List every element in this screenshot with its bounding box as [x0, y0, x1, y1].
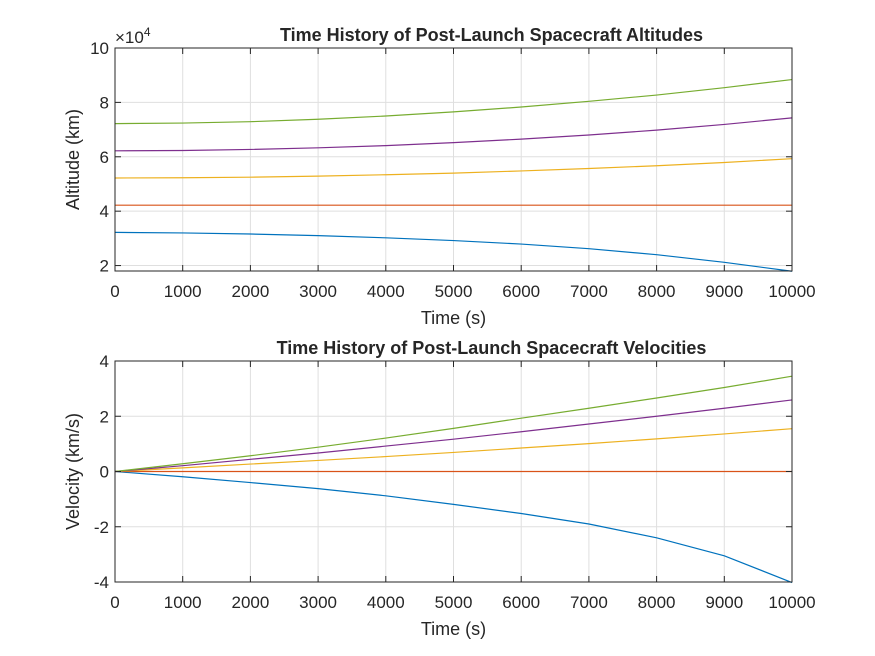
- velocity-series-line-5: [114, 375, 793, 473]
- x-tick-label: 6000: [502, 282, 540, 301]
- altitude-series-line-1: [114, 231, 793, 272]
- x-tick-label: 10000: [768, 282, 815, 301]
- y-tick-label: -4: [94, 573, 109, 592]
- altitude-axes: 0 1000 2000 3000 4000 5000 6000 7000 8000 9000 100…: [63, 25, 816, 328]
- x-tick-label: 3000: [299, 593, 337, 612]
- y-tick-label: 2: [100, 257, 109, 276]
- altitude-grid: [115, 48, 792, 271]
- x-tick-label: 4000: [367, 593, 405, 612]
- x-tick-label: 6000: [502, 593, 540, 612]
- velocity-x-axis-label: Time (s): [421, 619, 486, 639]
- y-tick-label: 8: [100, 93, 109, 112]
- altitude-exponent-power: 4: [144, 25, 151, 39]
- velocity-series-line-3: [114, 428, 793, 473]
- velocity-series-line-4: [114, 399, 793, 473]
- altitude-series-line-5: [114, 78, 793, 125]
- x-tick-label: 2000: [231, 593, 269, 612]
- altitude-y-axis-label: Altitude (km): [63, 109, 83, 210]
- y-tick-label: 10: [90, 39, 109, 58]
- velocity-y-axis-label: Velocity (km/s): [63, 413, 83, 530]
- altitude-x-axis-label: Time (s): [421, 308, 486, 328]
- y-tick-label: -2: [94, 518, 109, 537]
- altitude-chart-title: Time History of Post-Launch Spacecraft A…: [280, 25, 703, 45]
- velocity-series-line-1: [114, 470, 793, 584]
- x-tick-label: 5000: [435, 282, 473, 301]
- x-tick-label: 7000: [570, 593, 608, 612]
- x-tick-label: 5000: [435, 593, 473, 612]
- x-tick-label: 9000: [705, 593, 743, 612]
- altitude-series: [114, 78, 793, 272]
- altitude-series-line-4: [114, 117, 793, 152]
- velocity-series: [114, 375, 793, 584]
- velocity-axes: 0 1000 2000 3000 4000 5000 6000 7000 8000 9000 100…: [63, 338, 816, 639]
- x-tick-label: 8000: [638, 593, 676, 612]
- x-tick-label: 0: [110, 593, 119, 612]
- x-tick-label: 3000: [299, 282, 337, 301]
- y-tick-label: 4: [100, 352, 109, 371]
- x-tick-label: 7000: [570, 282, 608, 301]
- x-tick-label: 9000: [705, 282, 743, 301]
- altitude-exponent-label: ×104: [115, 25, 151, 47]
- x-tick-label: 1000: [164, 593, 202, 612]
- velocity-chart-title: Time History of Post-Launch Spacecraft V…: [277, 338, 707, 358]
- x-tick-label: 0: [110, 282, 119, 301]
- altitude-exponent-base: ×10: [115, 28, 144, 47]
- altitude-series-line-3: [114, 158, 793, 179]
- y-tick-label: 0: [100, 463, 109, 482]
- y-tick-label: 2: [100, 407, 109, 426]
- y-tick-label: 4: [100, 202, 109, 221]
- x-tick-label: 1000: [164, 282, 202, 301]
- x-tick-label: 4000: [367, 282, 405, 301]
- x-tick-label: 8000: [638, 282, 676, 301]
- altitude-ticks: 0 1000 2000 3000 4000 5000 6000 7000 8000 9000 100…: [90, 39, 816, 301]
- x-tick-label: 10000: [768, 593, 815, 612]
- y-tick-label: 6: [100, 148, 109, 167]
- x-tick-label: 2000: [231, 282, 269, 301]
- velocity-ticks: 0 1000 2000 3000 4000 5000 6000 7000 8000 9000 100…: [94, 352, 816, 612]
